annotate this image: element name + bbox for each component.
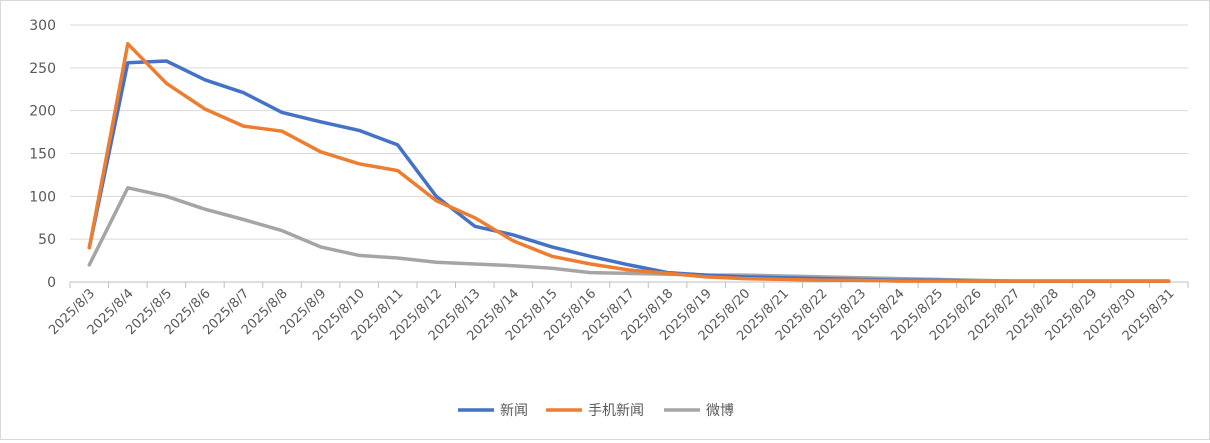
series-line-0 bbox=[87, 59, 1171, 283]
y-axis: 0 50 100 150 200 250 300 bbox=[29, 18, 56, 291]
y-tick-label: 150 bbox=[29, 147, 56, 163]
legend: 新闻 手机新闻 微博 bbox=[458, 402, 734, 419]
gridlines bbox=[70, 24, 1188, 240]
y-tick-label: 200 bbox=[29, 104, 56, 120]
x-axis: 2025/8/32025/8/42025/8/52025/8/62025/8/7… bbox=[46, 281, 1189, 344]
y-tick-label: 50 bbox=[38, 232, 56, 248]
series-line-1 bbox=[87, 42, 1171, 283]
legend-label: 手机新闻 bbox=[588, 403, 644, 419]
y-tick-label: 250 bbox=[29, 61, 56, 77]
series-line-2 bbox=[87, 186, 1171, 283]
legend-label: 新闻 bbox=[500, 403, 528, 419]
y-tick-label: 100 bbox=[29, 189, 56, 205]
legend-label: 微博 bbox=[706, 402, 734, 419]
y-tick-label: 0 bbox=[47, 275, 56, 291]
series-lines bbox=[87, 42, 1171, 283]
y-tick-label: 300 bbox=[29, 18, 56, 34]
